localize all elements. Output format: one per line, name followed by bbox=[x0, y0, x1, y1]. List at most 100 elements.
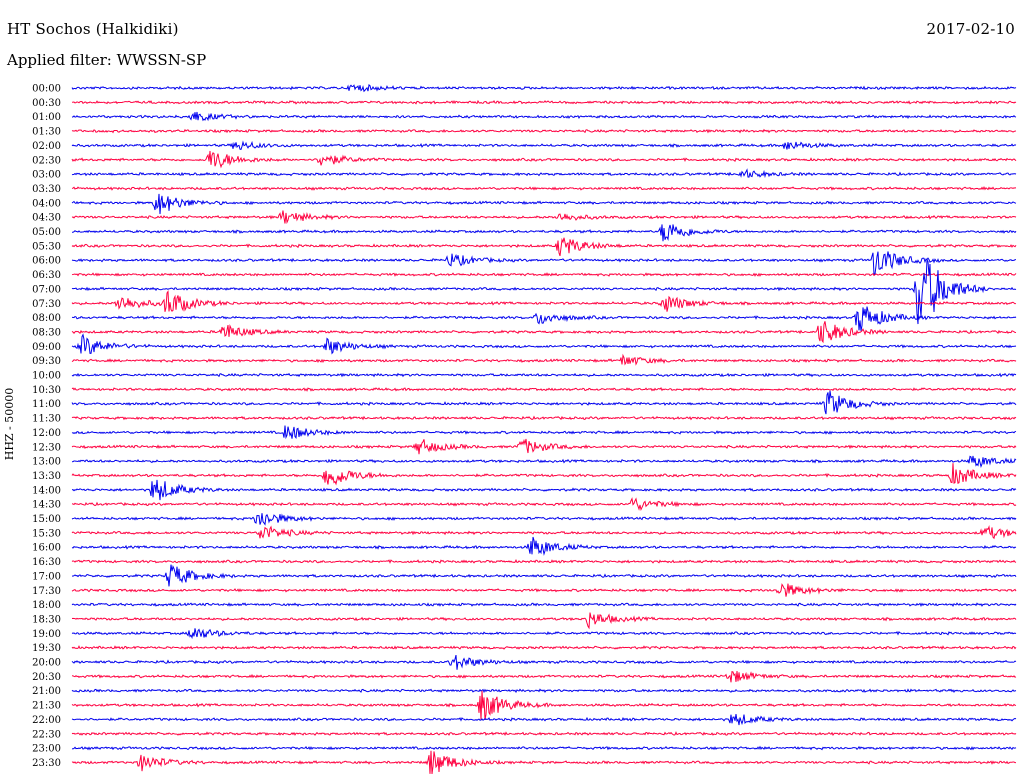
row-time-label: 09:00 bbox=[32, 342, 61, 353]
trace-row-2030 bbox=[71, 671, 1017, 683]
trace-row-1600 bbox=[71, 536, 1017, 556]
trace-row-1000 bbox=[71, 372, 1017, 378]
row-time-label: 07:30 bbox=[32, 299, 61, 310]
trace-row-2100 bbox=[71, 688, 1017, 694]
station-title: HT Sochos (Halkidiki) bbox=[7, 20, 179, 38]
row-time-label: 17:30 bbox=[32, 586, 61, 597]
trace-row-1800 bbox=[71, 602, 1017, 608]
row-time-label: 10:30 bbox=[32, 385, 61, 396]
trace-row-0930 bbox=[71, 353, 1017, 366]
row-time-label: 11:00 bbox=[32, 399, 61, 410]
trace-row-0000 bbox=[71, 84, 1017, 93]
trace-row-0700 bbox=[71, 258, 1017, 325]
row-time-label: 05:00 bbox=[32, 227, 61, 238]
trace-row-1400 bbox=[71, 479, 1017, 501]
trace-row-1500 bbox=[71, 513, 1017, 526]
trace-row-2230 bbox=[71, 731, 1017, 737]
row-time-label: 02:00 bbox=[32, 141, 61, 152]
trace-row-0530 bbox=[71, 237, 1017, 257]
trace-row-0430 bbox=[71, 210, 1017, 225]
row-time-label: 06:00 bbox=[32, 256, 61, 267]
trace-row-1230 bbox=[71, 438, 1017, 455]
trace-row-0230 bbox=[71, 150, 1017, 169]
row-time-label: 21:30 bbox=[32, 701, 61, 712]
row-time-label: 02:30 bbox=[32, 155, 61, 166]
trace-row-0330 bbox=[71, 186, 1017, 191]
row-time-label: 07:00 bbox=[32, 284, 61, 295]
row-time-label: 08:00 bbox=[32, 313, 61, 324]
row-time-label: 16:30 bbox=[32, 557, 61, 568]
row-time-label: 17:00 bbox=[32, 571, 61, 582]
row-time-label: 09:30 bbox=[32, 356, 61, 367]
row-time-label: 08:30 bbox=[32, 327, 61, 338]
trace-row-0830 bbox=[71, 321, 1017, 344]
trace-row-1330 bbox=[71, 463, 1017, 486]
trace-row-2300 bbox=[71, 745, 1017, 751]
row-time-label: 04:30 bbox=[32, 213, 61, 224]
filter-label: Applied filter: WWSSN-SP bbox=[7, 51, 207, 69]
trace-row-0130 bbox=[71, 128, 1017, 134]
trace-row-0030 bbox=[71, 99, 1017, 105]
trace-row-0200 bbox=[71, 140, 1017, 151]
row-time-label: 22:30 bbox=[32, 729, 61, 740]
trace-row-1300 bbox=[71, 455, 1017, 469]
row-time-label: 18:00 bbox=[32, 600, 61, 611]
row-time-label: 23:00 bbox=[32, 744, 61, 755]
trace-row-0100 bbox=[71, 111, 1017, 122]
trace-row-1530 bbox=[71, 525, 1017, 540]
trace-row-0730 bbox=[71, 289, 1017, 312]
row-time-label: 06:30 bbox=[32, 270, 61, 281]
row-time-label: 13:00 bbox=[32, 457, 61, 468]
trace-row-0500 bbox=[71, 224, 1017, 242]
trace-row-1830 bbox=[71, 612, 1017, 630]
trace-row-1430 bbox=[71, 497, 1017, 511]
row-time-label: 20:30 bbox=[32, 672, 61, 683]
trace-row-2000 bbox=[71, 654, 1017, 670]
row-time-label: 14:30 bbox=[32, 500, 61, 511]
row-time-label: 01:00 bbox=[32, 112, 61, 123]
row-time-label: 10:00 bbox=[32, 371, 61, 382]
row-time-label: 00:00 bbox=[32, 84, 61, 95]
trace-row-1900 bbox=[71, 628, 1017, 640]
row-time-label: 04:00 bbox=[32, 198, 61, 209]
row-time-label: 03:30 bbox=[32, 184, 61, 195]
row-time-label: 12:00 bbox=[32, 428, 61, 439]
trace-row-1200 bbox=[71, 425, 1017, 440]
row-time-label: 20:00 bbox=[32, 658, 61, 669]
trace-row-2200 bbox=[71, 714, 1017, 726]
row-time-label: 11:30 bbox=[32, 414, 61, 425]
row-time-label: 01:30 bbox=[32, 127, 61, 138]
row-time-label: 16:00 bbox=[32, 543, 61, 554]
trace-row-2130 bbox=[71, 690, 1017, 721]
row-time-label: 13:30 bbox=[32, 471, 61, 482]
trace-row-0630 bbox=[71, 272, 1017, 277]
trace-row-0800 bbox=[71, 306, 1017, 331]
trace-row-2330 bbox=[71, 750, 1017, 775]
row-time-label: 15:30 bbox=[32, 528, 61, 539]
row-time-label: 18:30 bbox=[32, 614, 61, 625]
trace-row-1930 bbox=[71, 645, 1017, 650]
trace-row-1030 bbox=[71, 386, 1017, 392]
trace-row-1630 bbox=[71, 559, 1017, 564]
row-time-label: 00:30 bbox=[32, 98, 61, 109]
trace-row-1100 bbox=[71, 390, 1017, 415]
trace-row-1130 bbox=[71, 415, 1017, 421]
row-time-label: 23:30 bbox=[32, 758, 61, 769]
trace-row-0600 bbox=[71, 251, 1017, 276]
trace-row-0900 bbox=[71, 333, 1017, 355]
row-time-label: 19:00 bbox=[32, 629, 61, 640]
row-time-label: 22:00 bbox=[32, 715, 61, 726]
row-time-label: 15:00 bbox=[32, 514, 61, 525]
trace-row-1730 bbox=[71, 583, 1017, 597]
record-date: 2017-02-10 bbox=[926, 20, 1015, 38]
row-time-label: 05:30 bbox=[32, 241, 61, 252]
row-time-label: 19:30 bbox=[32, 643, 61, 654]
trace-row-1700 bbox=[71, 564, 1017, 587]
row-time-label: 03:00 bbox=[32, 170, 61, 181]
row-time-label: 12:30 bbox=[32, 442, 61, 453]
row-time-label: 14:00 bbox=[32, 485, 61, 496]
trace-row-0400 bbox=[71, 193, 1017, 215]
row-time-label: 21:00 bbox=[32, 686, 61, 697]
trace-row-0300 bbox=[71, 168, 1017, 179]
